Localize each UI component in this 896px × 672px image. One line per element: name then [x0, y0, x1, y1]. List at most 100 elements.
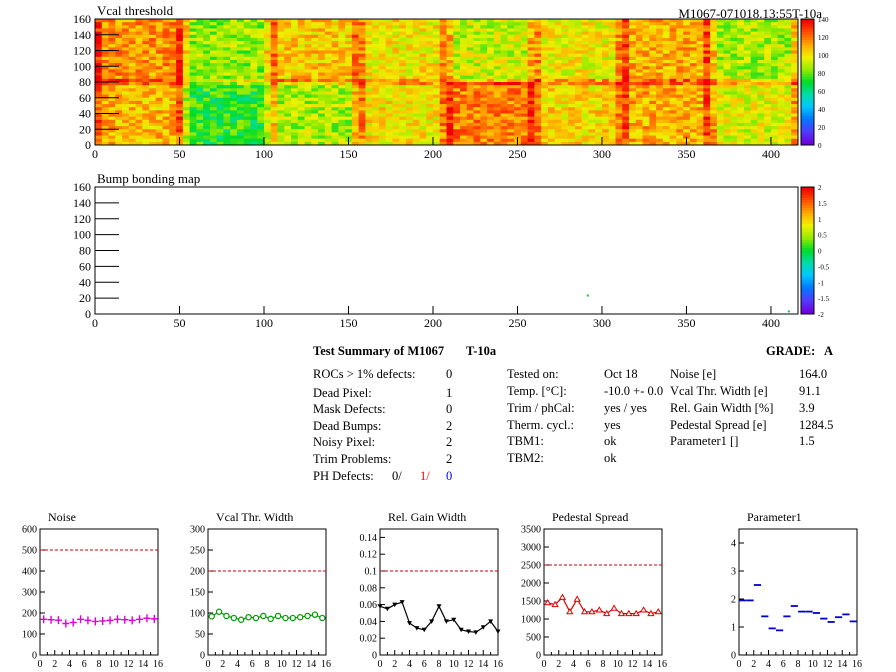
vcal-cell [784, 141, 792, 146]
vcal-cell [784, 72, 792, 77]
vcal-cell [149, 107, 157, 111]
vcal-cell [480, 119, 488, 124]
vcal-cell [649, 31, 657, 36]
vcal-cell [547, 107, 556, 111]
vcal-cell [642, 59, 650, 64]
vcal-cell [750, 126, 758, 130]
vcal-cell [263, 113, 272, 118]
vcal-cell [263, 28, 272, 32]
vcal-cell [223, 82, 231, 86]
vcal-cell [514, 129, 522, 133]
vcal-cell [203, 110, 211, 114]
vcal-cell [629, 100, 637, 105]
vcal-cell [365, 119, 373, 124]
vcal-cell [466, 50, 474, 55]
bump-cbar-band-21 [801, 242, 814, 246]
vcal-cell [784, 119, 792, 124]
vcal-cell [689, 122, 698, 127]
plot0-xtick-label-3: 6 [82, 659, 87, 670]
vcal-cell [236, 50, 245, 55]
vcal-cell [432, 66, 441, 70]
vcal-cell [365, 107, 373, 111]
vcal-cell [426, 116, 434, 121]
vcal-cell [311, 41, 319, 45]
vcal-cell [412, 116, 420, 121]
vcal-cell [196, 22, 204, 26]
vcal-cell [615, 135, 623, 140]
vcal-cell [683, 85, 691, 89]
vcal-cell [683, 56, 691, 61]
vcal-cell [683, 25, 691, 29]
vcal-cell [453, 107, 461, 111]
vcal-cell [318, 141, 326, 146]
vcal-cell [696, 59, 704, 64]
vcal-cell [500, 135, 508, 140]
vcal-cell [622, 59, 630, 64]
vcal-cell [770, 75, 779, 80]
vcal-cell [392, 44, 400, 48]
vcal-cell [318, 122, 326, 127]
vcal-cell [297, 91, 305, 95]
vcal-cell [372, 66, 380, 70]
vcal-cell [297, 119, 305, 124]
vcal-cell [757, 122, 765, 127]
vcal-cell [176, 44, 184, 48]
vcal-cell [649, 104, 657, 108]
vcal-cell [203, 69, 211, 73]
vcal-cell [345, 72, 353, 77]
vcal-cell [676, 56, 684, 61]
vcal-cell [216, 59, 224, 64]
vcal-cell [108, 138, 116, 143]
vcal-cell [95, 141, 103, 146]
vcal-cell [534, 116, 542, 121]
vcal-cell [351, 113, 360, 118]
vcal-cell [473, 126, 481, 130]
vcal-cell [304, 132, 312, 136]
vcal-cell [263, 88, 272, 92]
vcal-cell [703, 97, 711, 102]
vcal-cell [297, 132, 305, 136]
vcal-cell [473, 19, 481, 23]
mid-label-3: Therm. cycl.: [507, 418, 574, 432]
vcal-cell [649, 122, 657, 127]
bump-point-0 [586, 294, 589, 297]
vcal-cell [487, 94, 495, 99]
vcal-cell [723, 47, 731, 51]
vcal-cell [115, 31, 123, 36]
vcal-cell [629, 94, 637, 99]
vcal-cell [480, 141, 488, 146]
vcal-cell [757, 104, 765, 108]
vcal-cell [135, 50, 143, 55]
vcal-cell [683, 28, 691, 32]
vcal-cell [311, 25, 319, 29]
vcal-cell [257, 53, 265, 58]
vcal-cell [635, 72, 643, 77]
vcal-cell [358, 19, 366, 23]
vcal-cell [737, 31, 745, 36]
vcal-cell [568, 37, 576, 42]
vcal-cell [439, 72, 447, 77]
vcal-cell [162, 19, 170, 23]
vcal-cell [331, 37, 339, 42]
vcal-cell [689, 37, 698, 42]
vcal-cell [554, 94, 562, 99]
vcal-cell [426, 34, 434, 39]
vcal-cell [764, 141, 772, 146]
vcal-cell [568, 28, 576, 32]
vcal-cell [318, 100, 326, 105]
vcal-cell [128, 94, 136, 99]
vcal-cell [101, 47, 109, 51]
vcal-cell [385, 50, 393, 55]
vcal-cell [304, 129, 312, 133]
vcal-cell [115, 126, 123, 130]
vcal-cell [257, 97, 265, 102]
vcal-cell [385, 41, 393, 45]
vcal-cell [372, 135, 380, 140]
vcal-cell [392, 69, 400, 73]
vcal-cell [331, 116, 339, 121]
vcal-cell [541, 31, 549, 36]
vcal-cell [750, 122, 758, 127]
vcal-cell [412, 107, 420, 111]
vcal-cell [182, 31, 191, 36]
vcal-cell [723, 72, 731, 77]
